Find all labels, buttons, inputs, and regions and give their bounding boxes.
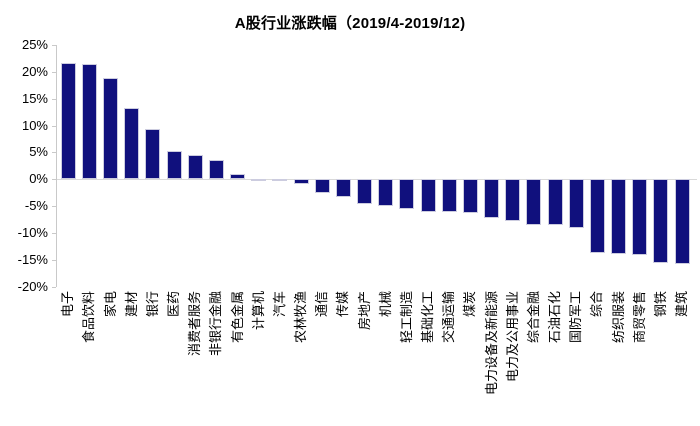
y-axis-label: 25% bbox=[21, 37, 48, 52]
bar bbox=[632, 179, 648, 255]
bar bbox=[653, 179, 669, 263]
x-axis-label: 综合金融 bbox=[525, 291, 541, 344]
x-axis-label: 交通运输 bbox=[441, 291, 457, 344]
bar bbox=[441, 179, 457, 212]
x-axis-label: 机械 bbox=[377, 291, 393, 318]
y-axis-label: -15% bbox=[17, 251, 48, 267]
x-axis-label: 建筑 bbox=[674, 291, 690, 318]
bar bbox=[335, 179, 351, 198]
x-axis-label: 医药 bbox=[166, 291, 182, 318]
y-axis-label: 10% bbox=[21, 117, 48, 133]
x-axis-label: 电力及公用事业 bbox=[504, 291, 520, 383]
x-axis-label: 纺织服装 bbox=[610, 291, 626, 344]
x-axis-label: 综合 bbox=[589, 291, 605, 318]
y-axis-label: -5% bbox=[24, 198, 48, 214]
bar bbox=[60, 62, 76, 180]
x-axis-label: 农林牧渔 bbox=[293, 291, 309, 344]
y-axis-tick bbox=[52, 206, 56, 208]
bar bbox=[208, 159, 224, 180]
y-axis-label: 0% bbox=[29, 171, 48, 187]
y-axis-label: 5% bbox=[29, 144, 48, 160]
x-axis-label: 商贸零售 bbox=[631, 291, 647, 344]
x-axis-label: 轻工制造 bbox=[398, 291, 414, 344]
x-axis-label: 电力设备及新能源 bbox=[483, 291, 499, 396]
bar bbox=[526, 179, 542, 226]
y-axis-line bbox=[56, 45, 57, 287]
bar bbox=[568, 179, 584, 228]
y-axis-label: -10% bbox=[17, 224, 48, 240]
y-axis-label: 15% bbox=[21, 90, 48, 106]
y-axis-tick bbox=[52, 152, 56, 154]
x-axis-label: 有色金属 bbox=[229, 291, 245, 344]
x-axis-label: 国防军工 bbox=[568, 291, 584, 344]
bar bbox=[357, 179, 373, 204]
bar bbox=[378, 179, 394, 207]
bar bbox=[589, 179, 605, 254]
x-axis-label: 食品饮料 bbox=[81, 291, 97, 344]
bar bbox=[251, 179, 267, 182]
x-axis-label: 房地产 bbox=[356, 291, 372, 331]
bar bbox=[166, 150, 182, 180]
y-axis-tick bbox=[52, 71, 56, 73]
bar bbox=[272, 179, 288, 182]
x-axis-label: 钢铁 bbox=[652, 291, 668, 318]
y-axis-tick bbox=[52, 259, 56, 261]
zero-gridline bbox=[57, 179, 697, 180]
bar bbox=[145, 129, 161, 180]
x-axis-label: 银行 bbox=[144, 291, 160, 318]
bar bbox=[674, 179, 690, 265]
bar bbox=[103, 78, 119, 180]
bar bbox=[462, 179, 478, 213]
x-axis-label: 计算机 bbox=[250, 291, 266, 331]
x-axis-label: 基础化工 bbox=[420, 291, 436, 344]
x-axis-label: 消费者服务 bbox=[187, 291, 203, 357]
bar bbox=[611, 179, 627, 255]
x-axis-label: 石油石化 bbox=[547, 291, 563, 344]
bar bbox=[547, 179, 563, 226]
bar bbox=[187, 154, 203, 180]
bar bbox=[399, 179, 415, 209]
x-axis-label: 传媒 bbox=[335, 291, 351, 318]
x-axis-label: 通信 bbox=[314, 291, 330, 318]
y-axis-tick bbox=[52, 125, 56, 127]
bar bbox=[81, 64, 97, 180]
y-axis-tick bbox=[52, 286, 56, 288]
x-axis-label: 建材 bbox=[123, 291, 139, 318]
y-axis-label: -20% bbox=[17, 278, 48, 294]
x-axis-label: 非银行金融 bbox=[208, 291, 224, 357]
x-axis-label: 汽车 bbox=[271, 291, 287, 318]
y-axis-tick bbox=[52, 98, 56, 100]
y-axis-tick bbox=[52, 179, 56, 181]
x-axis-label: 煤炭 bbox=[462, 291, 478, 318]
y-axis-label: 20% bbox=[21, 63, 48, 79]
y-axis-tick bbox=[52, 45, 56, 46]
x-axis-label: 电子 bbox=[60, 291, 76, 318]
bar bbox=[420, 179, 436, 212]
bar bbox=[124, 107, 140, 180]
x-axis-label: 家电 bbox=[102, 291, 118, 318]
bar bbox=[293, 179, 309, 184]
bar bbox=[505, 179, 521, 222]
chart-title: A股行业涨跌幅（2019/4-2019/12) bbox=[234, 15, 466, 32]
bar bbox=[314, 179, 330, 194]
y-axis-tick bbox=[52, 232, 56, 234]
bar bbox=[230, 173, 246, 180]
bar bbox=[484, 179, 500, 219]
